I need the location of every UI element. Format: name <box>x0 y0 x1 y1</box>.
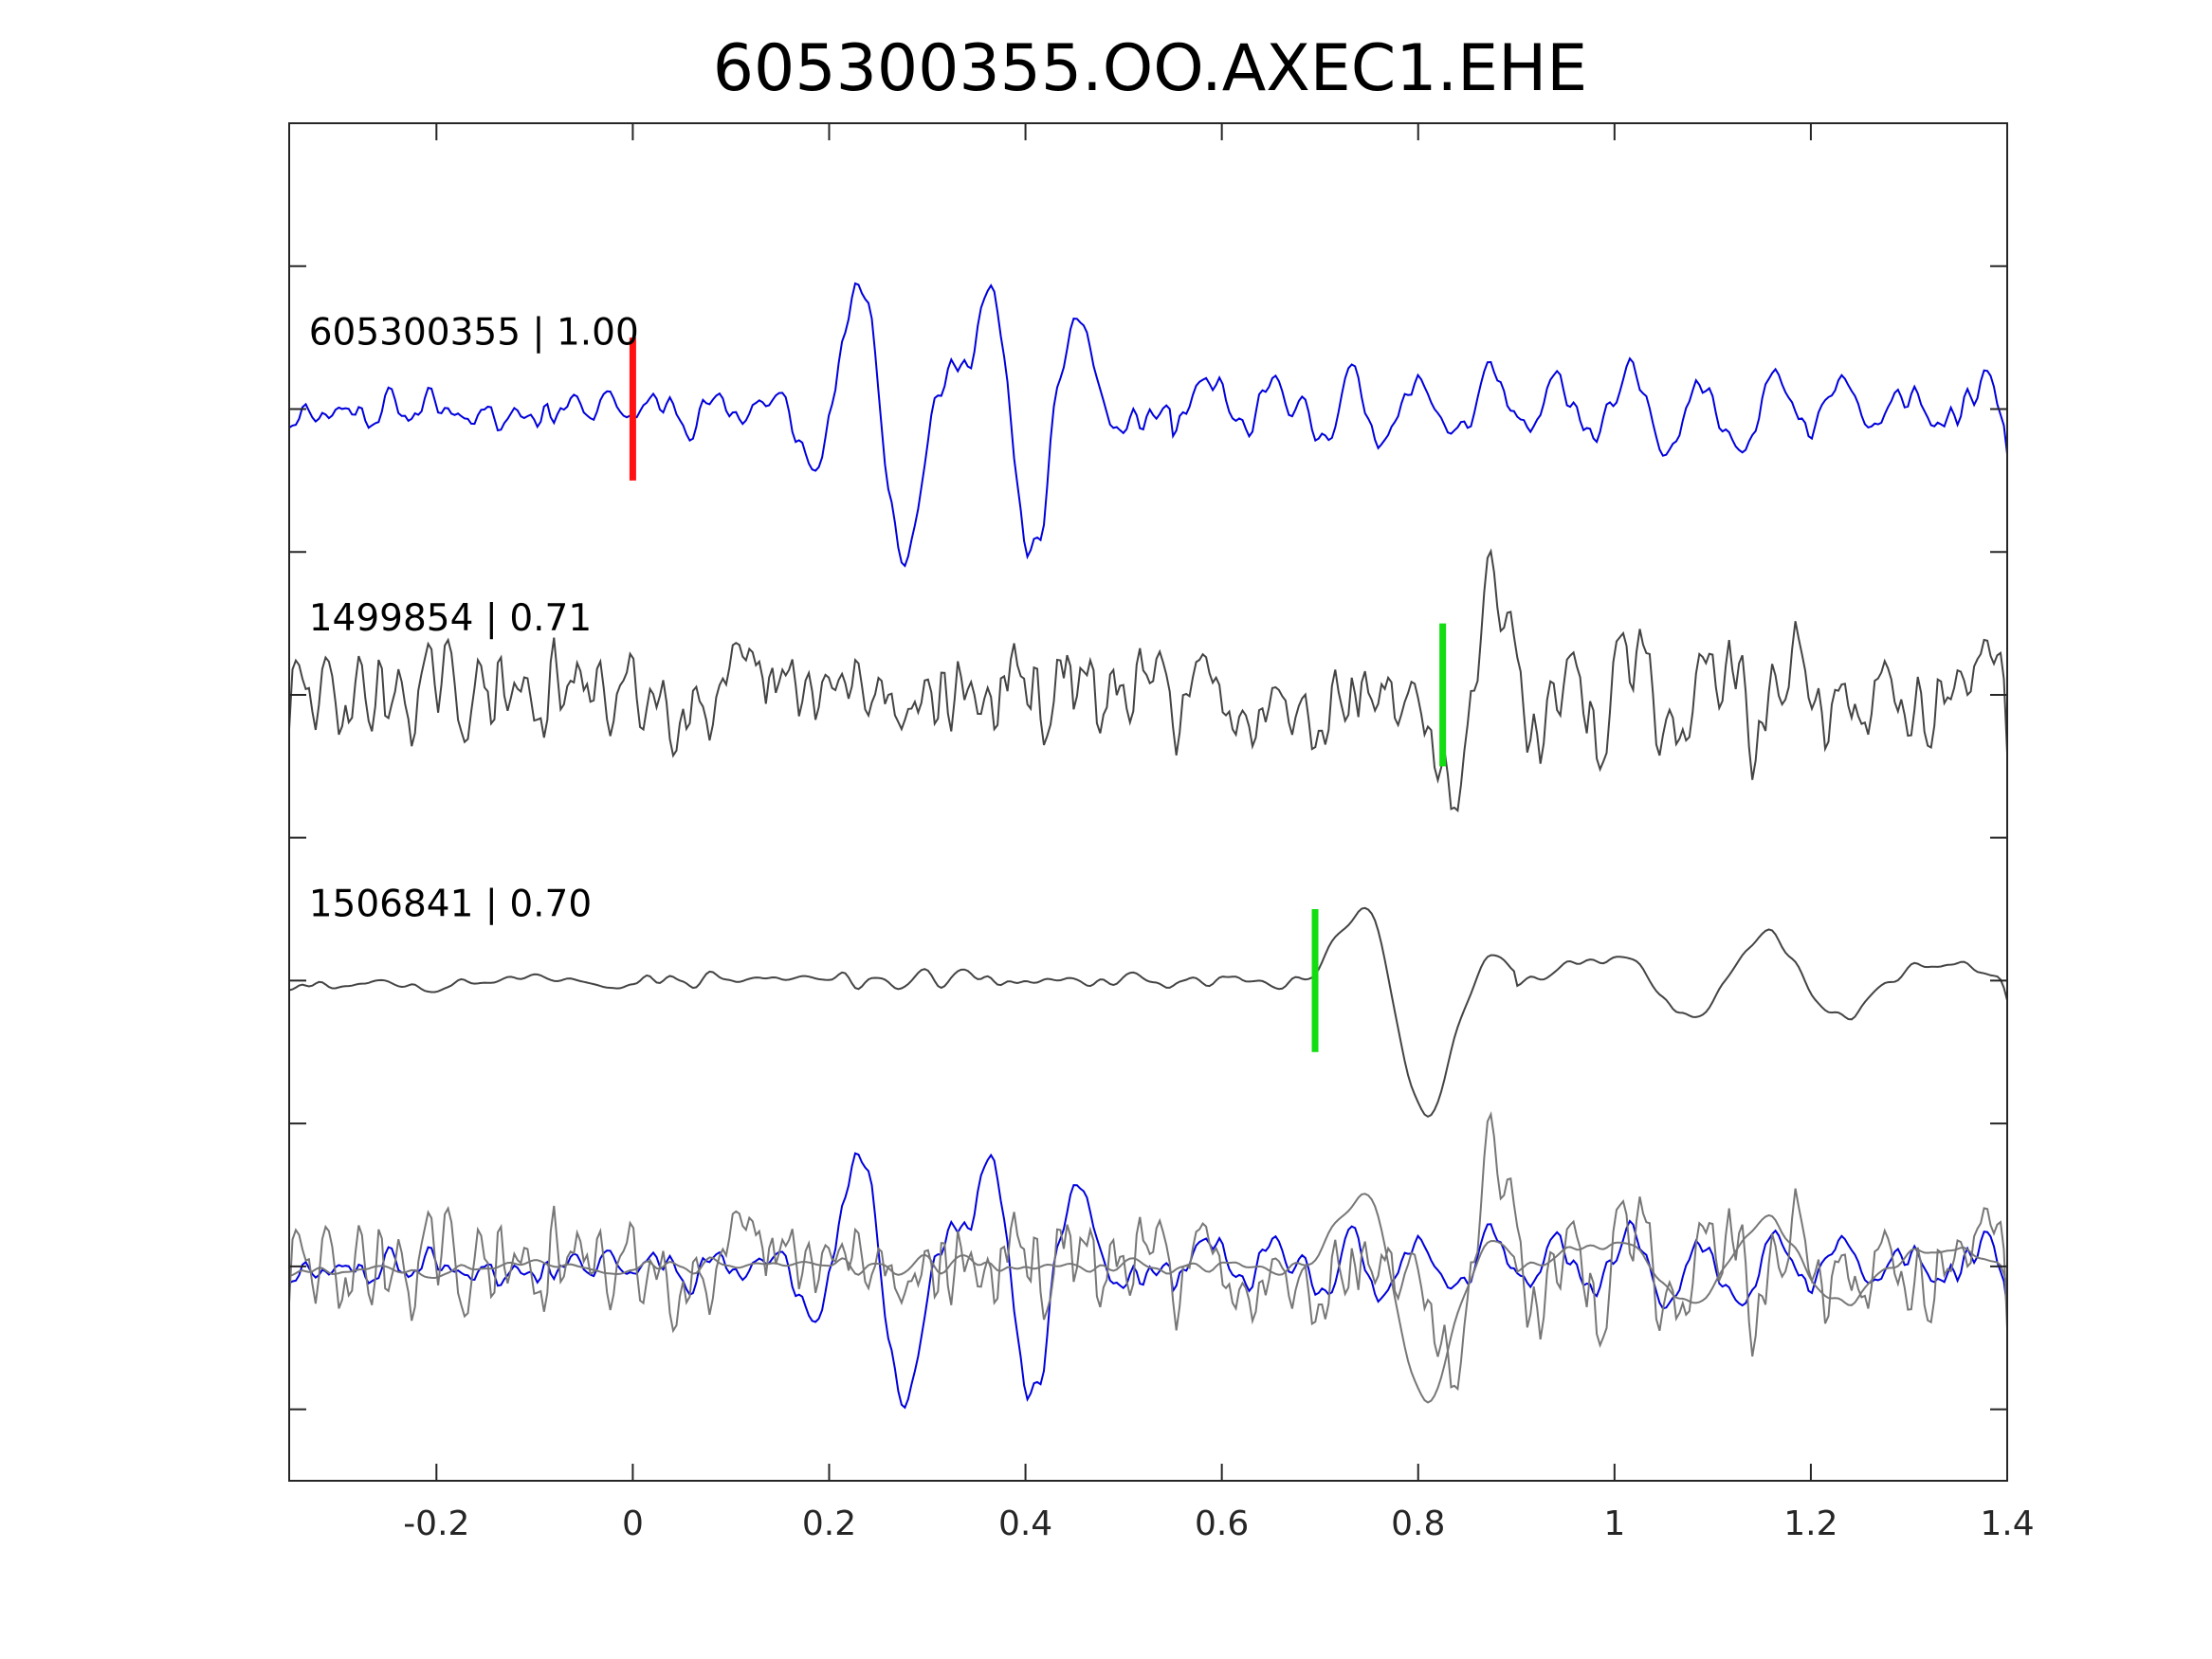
x-tick-label: 1.2 <box>1783 1504 1837 1543</box>
overlay-trace-primary <box>288 1152 2008 1410</box>
x-tick-label: 0.4 <box>998 1504 1052 1543</box>
plot-area <box>288 282 2008 1410</box>
trace-2 <box>288 548 2008 812</box>
trace-3 <box>288 906 2008 1119</box>
x-tick-label: 1 <box>1603 1504 1625 1543</box>
x-tick-label: 0 <box>622 1504 644 1543</box>
overlay-trace-noisy <box>288 1111 2008 1392</box>
x-tick-label: 1.4 <box>1980 1504 2034 1543</box>
trace-label-2: 1499854 | 0.71 <box>309 597 592 640</box>
x-tick-label: 0.6 <box>1195 1504 1249 1543</box>
y-axis <box>289 264 2007 1411</box>
trace-label-1: 605300355 | 1.00 <box>309 312 639 355</box>
trace-label-3: 1506841 | 0.70 <box>309 884 592 926</box>
axes-frame <box>288 122 2008 1482</box>
trace-1 <box>288 282 2008 568</box>
overlay-trace-smooth <box>288 1193 2008 1404</box>
x-tick-label: 0.8 <box>1391 1504 1445 1543</box>
x-tick-label: -0.2 <box>403 1504 469 1543</box>
trace-labels: 605300355 | 1.00 1499854 | 0.71 1506841 | … <box>309 312 639 926</box>
x-tick-label: 0.2 <box>802 1504 856 1543</box>
chart-title: 605300355.OO.AXEC1.EHE <box>713 31 1587 106</box>
x-axis: -0.2 0 0.2 0.4 0.6 0.8 1 1.2 1.4 <box>403 123 2035 1543</box>
